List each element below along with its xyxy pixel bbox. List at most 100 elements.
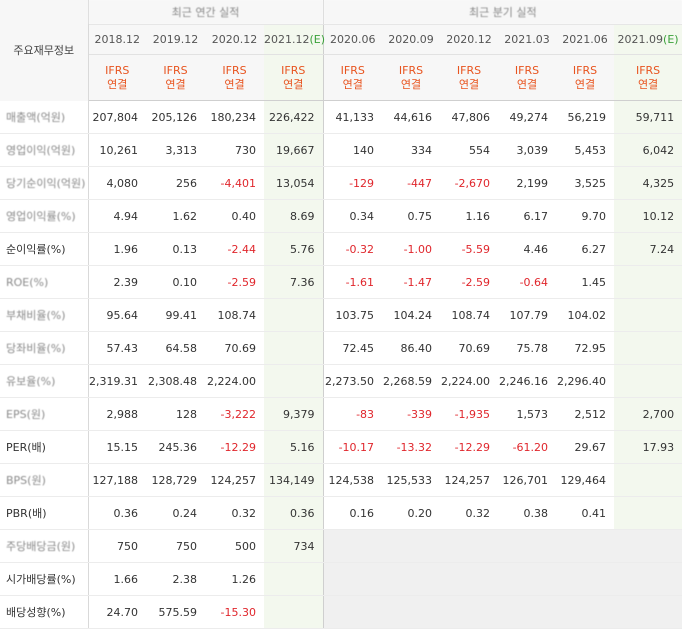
ifrs-label: IFRS [456, 63, 482, 77]
table-cell: 0.32 [205, 496, 264, 530]
table-cell: 72.45 [323, 331, 383, 365]
table-cell [614, 364, 682, 398]
table-cell: -3,222 [205, 397, 264, 431]
table-cell: -2,670 [440, 166, 499, 200]
table-cell: 49,274 [498, 100, 557, 134]
table-cell: 134,149 [264, 463, 324, 497]
table-cell: 2,246.16 [498, 364, 557, 398]
table-row: PER(배) 15.15 245.36 -12.29 5.16 -10.17 -13.32-… [0, 430, 682, 464]
table-cell: -15.30 [205, 595, 264, 629]
table-cell: 13,054 [264, 166, 324, 200]
table-row: 매출액(억원) 207,804 205,126 180,234 226,422 41,13… [0, 100, 682, 134]
table-cell: 4,325 [614, 166, 682, 200]
consolidated-label: 연결 [224, 77, 245, 91]
table-cell: 86.40 [382, 331, 441, 365]
table-cell: 1.66 [88, 562, 146, 596]
table-cell: 127,188 [88, 463, 146, 497]
table-cell: 75.78 [498, 331, 557, 365]
table-cell: 0.41 [556, 496, 615, 530]
accounting-basis: IFRS 연결 [323, 54, 383, 101]
ifrs-label: IFRS [572, 63, 598, 77]
table-cell: -0.64 [498, 265, 557, 299]
row-label: 주당배당금(원) [0, 529, 89, 563]
table-cell: 59,711 [614, 100, 682, 134]
row-label: 부채비율(%) [0, 298, 89, 332]
table-cell: 0.36 [264, 496, 324, 530]
ifrs-label: IFRS [163, 63, 188, 77]
period-year: 2021.09 [617, 33, 664, 46]
table-row: PBR(배) 0.36 0.24 0.32 0.36 0.16 0.20 0.32 0.38 0.… [0, 496, 682, 530]
table-cell: 4.94 [88, 199, 146, 233]
table-row: 시가배당률(%) 1.66 2.38 1.26 [0, 562, 682, 596]
table-cell: 750 [88, 529, 146, 563]
table-cell: 2,268.59 [382, 364, 441, 398]
table-cell: 1.96 [88, 232, 146, 266]
ifrs-label: IFRS [281, 63, 306, 77]
table-cell: 129,464 [556, 463, 615, 497]
table-cell: 126,701 [498, 463, 557, 497]
table-cell: -2.59 [440, 265, 499, 299]
table-cell: -339 [382, 397, 441, 431]
ifrs-label: IFRS [222, 63, 247, 77]
table-cell: 19,667 [264, 133, 324, 167]
accounting-basis: IFRS 연결 [498, 54, 557, 101]
row-label: 당기순이익(억원) [0, 166, 89, 200]
table-cell [440, 529, 499, 563]
period-header: 2021.12(E) [264, 24, 325, 55]
table-cell: 99.41 [146, 298, 205, 332]
table-cell: -12.29 [205, 430, 264, 464]
accounting-basis: IFRS 연결 [146, 54, 205, 101]
table-cell: 1.45 [556, 265, 615, 299]
ifrs-label: IFRS [635, 63, 661, 77]
table-cell: 245.36 [146, 430, 205, 464]
period-header: 2021.09(E) [614, 24, 682, 55]
table-row: ROE(%) 2.39 0.10 -2.59 7.36 -1.61 -1.47 -2.59 -0… [0, 265, 682, 299]
table-cell: 7.24 [614, 232, 682, 266]
table-cell: 104.24 [382, 298, 441, 332]
table-cell: 2,224.00 [440, 364, 499, 398]
period-header: 2019.12 [146, 24, 205, 55]
table-cell [264, 364, 324, 398]
table-cell: 128,729 [146, 463, 205, 497]
period-header: 2021.06 [556, 24, 615, 55]
table-cell: 6.17 [498, 199, 557, 233]
table-cell [323, 595, 383, 629]
table-row: 주당배당금(원) 750 750 500 734 [0, 529, 682, 563]
table-row: EPS(원) 2,988 128 -3,222 9,379 -83 -339 -1,935 1,… [0, 397, 682, 431]
table-cell: 3,525 [556, 166, 615, 200]
table-cell: 0.20 [382, 496, 441, 530]
consolidated-label: 연결 [283, 77, 304, 91]
table-cell: 2,319.31 [88, 364, 146, 398]
table-cell [498, 529, 557, 563]
table-cell [440, 595, 499, 629]
period-header: 2020.12 [205, 24, 264, 55]
table-cell: 3,039 [498, 133, 557, 167]
table-row: 영업이익(억원) 10,261 3,313 730 19,667 140 334 554 3,0… [0, 133, 682, 167]
accounting-basis: IFRS 연결 [614, 54, 682, 101]
table-cell: -61.20 [498, 430, 557, 464]
row-label: PBR(배) [0, 496, 89, 530]
consolidated-label: 연결 [107, 77, 128, 91]
row-label: 순이익률(%) [0, 232, 89, 266]
table-cell: 70.69 [440, 331, 499, 365]
row-label: ROE(%) [0, 265, 89, 299]
row-label: 배당성향(%) [0, 595, 89, 629]
table-cell: 226,422 [264, 100, 324, 134]
table-cell: 1.26 [205, 562, 264, 596]
period-header: 2020.06 [323, 24, 383, 55]
table-cell: -129 [323, 166, 383, 200]
table-cell [614, 595, 682, 629]
table-cell [498, 562, 557, 596]
table-cell: 107.79 [498, 298, 557, 332]
table-cell: 2,273.50 [323, 364, 383, 398]
table-cell [556, 562, 615, 596]
accounting-basis: IFRS 연결 [556, 54, 615, 101]
table-cell [614, 265, 682, 299]
table-cell: 0.32 [440, 496, 499, 530]
table-cell: 4,080 [88, 166, 146, 200]
table-cell: -1.47 [382, 265, 441, 299]
table-cell: 6.27 [556, 232, 615, 266]
quarterly-group-header: 최근 분기 실적 [323, 0, 682, 25]
table-title: 주요재무정보 [0, 0, 89, 101]
table-cell: -0.32 [323, 232, 383, 266]
